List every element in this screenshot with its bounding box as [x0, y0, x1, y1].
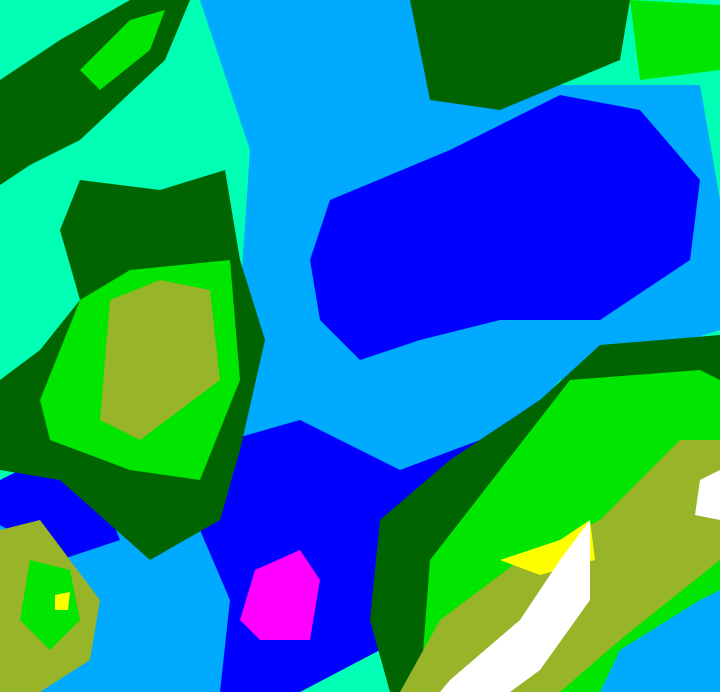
white-right-region: [440, 520, 590, 692]
white-edge-patch: [695, 470, 720, 520]
green-bottom-left: [20, 560, 80, 650]
green-top-left: [80, 10, 165, 90]
blue-bottom-right: [600, 590, 720, 692]
blue-central-region: [310, 95, 700, 360]
dark-green-top-right: [410, 0, 630, 110]
magenta-region: [240, 550, 320, 640]
olive-left-region: [100, 280, 220, 440]
yellow-bottom-left: [55, 592, 70, 610]
green-top-right: [630, 0, 720, 80]
